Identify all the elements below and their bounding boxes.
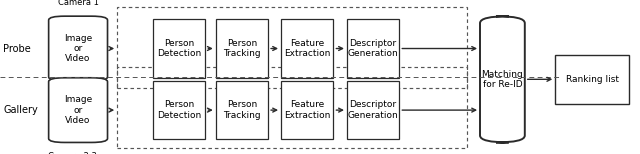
FancyBboxPatch shape xyxy=(216,19,268,78)
FancyBboxPatch shape xyxy=(556,55,629,104)
Text: Descriptor
Generation: Descriptor Generation xyxy=(348,100,399,120)
FancyBboxPatch shape xyxy=(153,81,205,139)
Text: Person
Tracking: Person Tracking xyxy=(223,39,260,58)
FancyBboxPatch shape xyxy=(281,81,333,139)
Text: Image
or
Video: Image or Video xyxy=(64,95,92,125)
Text: Person
Tracking: Person Tracking xyxy=(223,100,260,120)
Text: Matching
for Re-ID: Matching for Re-ID xyxy=(481,70,524,89)
FancyBboxPatch shape xyxy=(153,19,205,78)
Text: Camera 2,3,…: Camera 2,3,… xyxy=(48,152,108,154)
Bar xyxy=(117,67,467,148)
FancyBboxPatch shape xyxy=(347,19,399,78)
Text: Person
Detection: Person Detection xyxy=(157,100,202,120)
FancyBboxPatch shape xyxy=(216,81,268,139)
FancyBboxPatch shape xyxy=(347,81,399,139)
FancyBboxPatch shape xyxy=(49,16,108,81)
Text: Descriptor
Generation: Descriptor Generation xyxy=(348,39,399,58)
Text: Gallery: Gallery xyxy=(3,105,38,115)
Text: Feature
Extraction: Feature Extraction xyxy=(284,100,330,120)
FancyBboxPatch shape xyxy=(49,78,108,142)
Text: Feature
Extraction: Feature Extraction xyxy=(284,39,330,58)
FancyBboxPatch shape xyxy=(281,19,333,78)
Text: Probe: Probe xyxy=(3,44,31,53)
Text: Image
or
Video: Image or Video xyxy=(64,34,92,63)
Text: Ranking list: Ranking list xyxy=(566,75,618,84)
FancyBboxPatch shape xyxy=(480,16,525,142)
Bar xyxy=(117,7,467,88)
Text: Camera 1: Camera 1 xyxy=(58,0,99,7)
Text: Person
Detection: Person Detection xyxy=(157,39,202,58)
